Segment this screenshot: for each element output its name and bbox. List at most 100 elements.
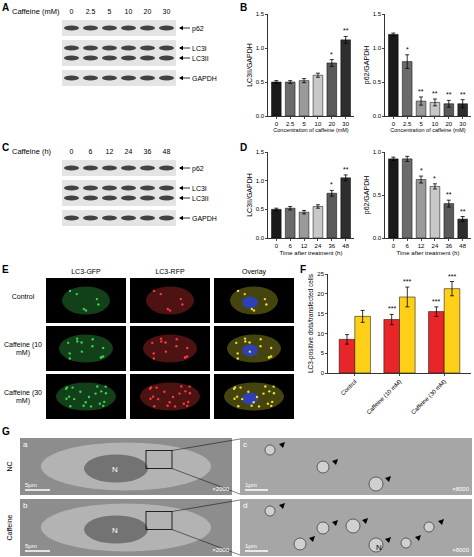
svg-text:D: D: [240, 142, 247, 153]
svg-text:24: 24: [315, 243, 322, 249]
svg-text:LC3II: LC3II: [192, 55, 209, 62]
svg-text:**: **: [460, 91, 466, 98]
svg-text:×8000: ×8000: [452, 547, 470, 553]
svg-text:*: *: [433, 175, 436, 182]
svg-text:**: **: [418, 88, 424, 95]
svg-text:×2000: ×2000: [212, 547, 230, 553]
svg-text:Time after treatment (h): Time after treatment (h): [280, 250, 343, 256]
svg-text:Concentration of caffeine (mM): Concentration of caffeine (mM): [390, 127, 466, 133]
svg-text:10: 10: [432, 121, 439, 127]
svg-text:Caffeine (mM): Caffeine (mM): [12, 7, 60, 16]
svg-text:***: ***: [388, 305, 396, 312]
svg-text:×2000: ×2000: [212, 486, 230, 492]
svg-text:p62/GAPDH: p62/GAPDH: [363, 46, 371, 85]
svg-text:LC3II/GAPDH: LC3II/GAPDH: [246, 173, 253, 217]
svg-text:0.5: 0.5: [256, 79, 265, 85]
svg-text:36: 36: [328, 243, 335, 249]
svg-text:48: 48: [342, 243, 349, 249]
svg-text:E: E: [2, 264, 9, 275]
svg-text:12: 12: [301, 243, 308, 249]
svg-text:0: 0: [392, 121, 396, 127]
svg-text:48: 48: [163, 148, 171, 155]
svg-text:5: 5: [321, 350, 325, 356]
svg-text:12: 12: [418, 243, 425, 249]
svg-text:5: 5: [302, 121, 306, 127]
svg-text:**: **: [446, 91, 452, 98]
svg-text:GAPDH: GAPDH: [192, 75, 217, 82]
svg-text:b: b: [23, 501, 28, 510]
svg-text:48: 48: [459, 243, 466, 249]
svg-text:6: 6: [406, 243, 410, 249]
svg-text:Caffeine (10 mM): Caffeine (10 mM): [365, 379, 402, 416]
svg-text:**: **: [432, 90, 438, 97]
svg-text:A: A: [2, 2, 9, 13]
svg-text:1μm: 1μm: [245, 543, 257, 549]
svg-text:36: 36: [445, 243, 452, 249]
svg-text:36: 36: [144, 148, 152, 155]
svg-text:**: **: [460, 208, 466, 215]
svg-text:LC3II/GAPDH: LC3II/GAPDH: [246, 43, 253, 87]
svg-text:c: c: [243, 440, 247, 449]
svg-text:d: d: [243, 501, 247, 510]
svg-text:p62: p62: [192, 165, 204, 173]
svg-text:30: 30: [163, 8, 171, 15]
svg-text:1.5: 1.5: [256, 11, 265, 17]
svg-text:LC3II: LC3II: [192, 195, 209, 202]
svg-text:Overlay: Overlay: [242, 268, 267, 276]
svg-text:*: *: [406, 46, 409, 53]
svg-text:5μm: 5μm: [25, 482, 37, 488]
svg-text:20: 20: [144, 8, 152, 15]
svg-text:0.5: 0.5: [373, 192, 382, 198]
svg-text:5: 5: [108, 8, 112, 15]
svg-text:0: 0: [275, 243, 279, 249]
svg-text:2.5: 2.5: [286, 121, 295, 127]
svg-text:0.5: 0.5: [256, 206, 265, 212]
svg-text:Caffeine: Caffeine: [6, 514, 13, 540]
svg-text:5μm: 5μm: [25, 543, 37, 549]
svg-text:12: 12: [106, 148, 114, 155]
svg-text:30: 30: [342, 121, 349, 127]
svg-text:24: 24: [432, 243, 439, 249]
svg-text:***: ***: [432, 298, 440, 305]
svg-text:10: 10: [125, 8, 133, 15]
svg-text:5: 5: [419, 121, 423, 127]
svg-text:LC3I: LC3I: [192, 45, 207, 52]
svg-text:NC: NC: [6, 461, 13, 471]
svg-text:LC3-GFP: LC3-GFP: [71, 268, 101, 275]
svg-text:10: 10: [315, 121, 322, 127]
svg-text:LC3I: LC3I: [192, 185, 207, 192]
svg-text:2.5: 2.5: [403, 121, 412, 127]
svg-text:0: 0: [70, 148, 74, 155]
svg-text:***: ***: [448, 273, 456, 280]
svg-text:1.5: 1.5: [256, 149, 265, 155]
svg-text:6: 6: [89, 148, 93, 155]
svg-text:GAPDH: GAPDH: [192, 215, 217, 222]
svg-text:×8000: ×8000: [452, 486, 470, 492]
svg-text:25: 25: [317, 271, 324, 277]
svg-text:Concentration of caffeine (mM): Concentration of caffeine (mM): [273, 127, 349, 133]
svg-text:B: B: [240, 2, 247, 13]
svg-text:LC3-positive dots/transfected: LC3-positive dots/transfected cells: [307, 273, 315, 373]
svg-text:LC3-RFP: LC3-RFP: [155, 268, 185, 275]
svg-text:**: **: [343, 27, 349, 34]
svg-text:1.0: 1.0: [373, 45, 382, 51]
svg-text:Caffeine (30 mM): Caffeine (30 mM): [410, 379, 447, 416]
svg-text:0.0: 0.0: [256, 235, 265, 241]
svg-text:**: **: [446, 191, 452, 198]
svg-text:0.0: 0.0: [373, 235, 382, 241]
svg-text:20: 20: [328, 121, 335, 127]
svg-text:N: N: [112, 465, 118, 474]
svg-text:0.0: 0.0: [256, 113, 265, 119]
svg-text:6: 6: [289, 243, 293, 249]
svg-text:Control: Control: [340, 379, 358, 397]
svg-text:*: *: [330, 181, 333, 188]
svg-text:30: 30: [459, 121, 466, 127]
svg-text:a: a: [23, 440, 28, 449]
svg-text:0: 0: [392, 243, 396, 249]
svg-text:p62: p62: [192, 25, 204, 33]
svg-text:2.5: 2.5: [86, 8, 96, 15]
svg-text:F: F: [300, 264, 306, 275]
svg-text:*: *: [330, 51, 333, 58]
svg-text:C: C: [2, 142, 9, 153]
svg-text:**: **: [343, 166, 349, 173]
